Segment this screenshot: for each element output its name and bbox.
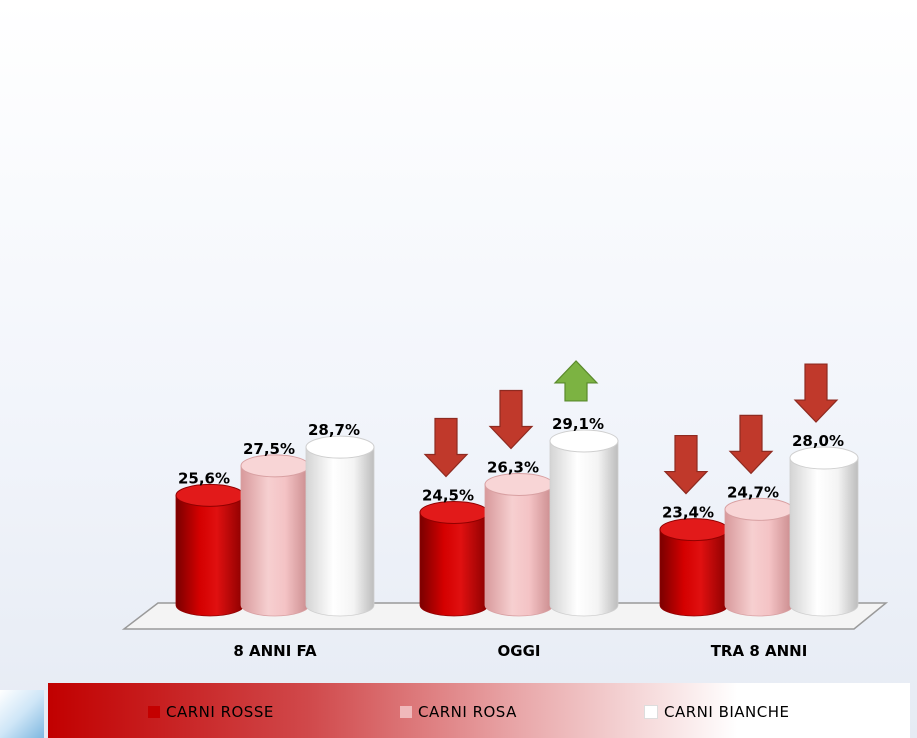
category-label-tra-8-anni: TRA 8 ANNI xyxy=(711,642,808,660)
bar-carni-rosse-oggi xyxy=(419,500,489,617)
legend-item-carni-rosa: CARNI ROSA xyxy=(400,703,517,721)
bar-carni-bianche-8-anni-fa xyxy=(305,435,375,617)
legend-label-carni-bianche: CARNI BIANCHE xyxy=(664,703,790,721)
legend-swatch-carni-rosse xyxy=(148,706,160,718)
data-label-carni-bianche-8-anni-fa: 28,7% xyxy=(308,421,360,439)
data-label-carni-rosse-8-anni-fa: 25,6% xyxy=(178,469,230,487)
data-label-carni-rosa-oggi: 26,3% xyxy=(487,458,539,476)
bar-carni-rosa-oggi xyxy=(484,472,554,617)
decorative-corner xyxy=(0,690,44,738)
legend-swatch-carni-rosa xyxy=(400,706,412,718)
data-label-carni-rosse-oggi: 24,5% xyxy=(422,486,474,504)
data-label-carni-bianche-tra-8-anni: 28,0% xyxy=(792,432,844,450)
trend-arrow-down-carni-rosse-oggi xyxy=(423,417,469,478)
data-label-carni-rosse-tra-8-anni: 23,4% xyxy=(662,504,714,522)
data-label-carni-bianche-oggi: 29,1% xyxy=(552,415,604,433)
legend-swatch-carni-bianche xyxy=(644,705,658,719)
legend-item-carni-bianche: CARNI BIANCHE xyxy=(644,703,790,721)
data-label-carni-rosa-8-anni-fa: 27,5% xyxy=(243,440,295,458)
category-label-oggi: OGGI xyxy=(498,642,541,660)
bar-carni-bianche-oggi xyxy=(549,429,619,617)
bar-carni-rosa-8-anni-fa xyxy=(240,454,310,617)
trend-arrow-down-carni-rosa-oggi xyxy=(488,389,534,450)
data-label-carni-rosa-tra-8-anni: 24,7% xyxy=(727,483,779,501)
bar-carni-bianche-tra-8-anni xyxy=(789,446,859,617)
trend-arrow-down-carni-rosa-tra-8-anni xyxy=(728,414,774,475)
bar-carni-rosa-tra-8-anni xyxy=(724,497,794,617)
legend-label-carni-rosa: CARNI ROSA xyxy=(418,703,517,721)
trend-arrow-down-carni-rosse-tra-8-anni xyxy=(663,434,709,495)
bar-carni-rosse-8-anni-fa xyxy=(175,483,245,617)
legend-label-carni-rosse: CARNI ROSSE xyxy=(166,703,274,721)
category-label-8-anni-fa: 8 ANNI FA xyxy=(233,642,317,660)
bar-carni-rosse-tra-8-anni xyxy=(659,518,729,617)
trend-arrow-down-carni-bianche-tra-8-anni xyxy=(793,363,839,423)
legend-item-carni-rosse: CARNI ROSSE xyxy=(148,703,274,721)
trend-arrow-up-carni-bianche-oggi xyxy=(553,360,599,402)
legend: CARNI ROSSE CARNI ROSA CARNI BIANCHE xyxy=(48,683,910,738)
